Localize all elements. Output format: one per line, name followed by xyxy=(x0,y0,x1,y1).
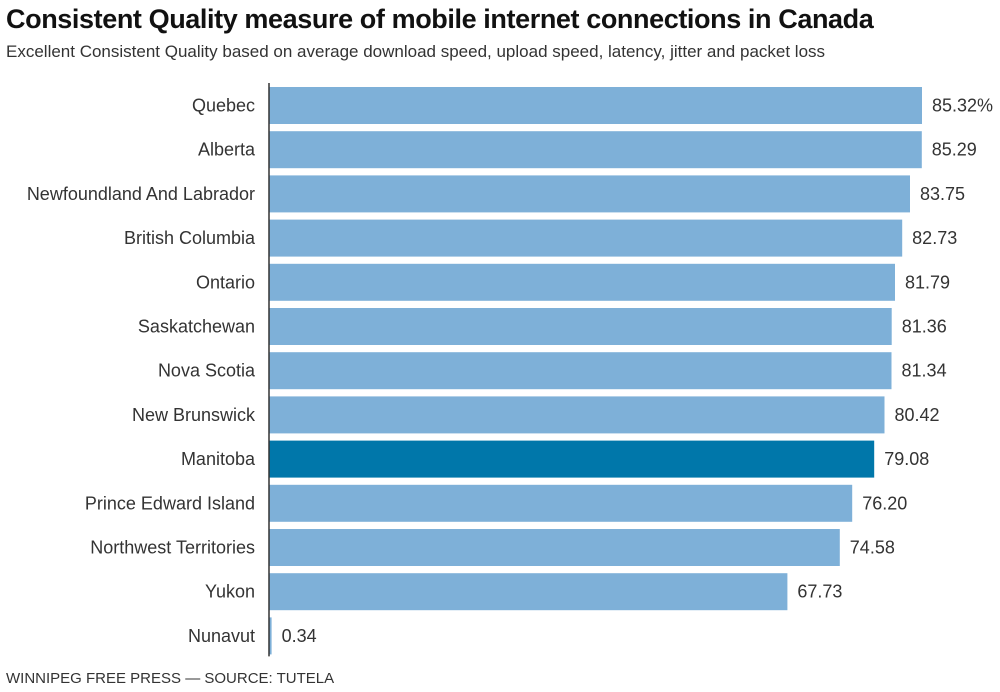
bar-saskatchewan xyxy=(269,308,892,345)
category-label: Nova Scotia xyxy=(158,361,256,381)
category-label: Quebec xyxy=(192,96,255,116)
value-label: 82.73 xyxy=(912,228,957,248)
value-label: 74.58 xyxy=(850,538,895,558)
category-label: British Columbia xyxy=(124,228,256,248)
bar-manitoba xyxy=(269,440,875,478)
bar-yukon xyxy=(269,573,788,611)
category-label: New Brunswick xyxy=(132,405,256,425)
category-label: Alberta xyxy=(198,140,256,160)
category-label: Prince Edward Island xyxy=(85,493,255,513)
category-label: Yukon xyxy=(205,582,255,602)
value-label: 81.79 xyxy=(905,272,950,292)
value-label: 80.42 xyxy=(894,405,939,425)
value-label: 85.29 xyxy=(932,140,977,160)
value-label: 81.34 xyxy=(902,361,947,381)
bar-quebec xyxy=(269,87,922,124)
value-label: 79.08 xyxy=(884,449,929,469)
category-label: Newfoundland And Labrador xyxy=(27,184,255,204)
category-label: Manitoba xyxy=(181,449,256,469)
category-label: Ontario xyxy=(196,272,255,292)
category-label: Nunavut xyxy=(188,626,255,646)
bar-newfoundland-and-labrador xyxy=(269,175,910,213)
bar-alberta xyxy=(269,131,922,169)
category-label: Northwest Territories xyxy=(90,538,255,558)
value-label: 0.34 xyxy=(282,626,317,646)
value-label: 81.36 xyxy=(902,317,947,337)
chart-title: Consistent Quality measure of mobile int… xyxy=(6,4,874,34)
bar-new-brunswick xyxy=(269,396,885,434)
bar-nunavut xyxy=(269,617,272,655)
value-label: 85.32% xyxy=(932,96,993,116)
bar-prince-edward-island xyxy=(269,484,853,522)
bar-british-columbia xyxy=(269,219,903,257)
category-label: Saskatchewan xyxy=(138,317,255,337)
chart-subtitle: Excellent Consistent Quality based on av… xyxy=(6,42,826,61)
value-label: 83.75 xyxy=(920,184,965,204)
value-label: 76.20 xyxy=(862,493,907,513)
bar-ontario xyxy=(269,263,895,301)
bars-group: Quebec 85.32% Alberta 85.29 Newfoundland And… xyxy=(27,87,993,655)
value-label: 67.73 xyxy=(797,582,842,602)
source-credit: WINNIPEG FREE PRESS — SOURCE: TUTELA xyxy=(6,670,335,687)
bar-northwest-territories xyxy=(269,529,840,566)
bar-nova-scotia xyxy=(269,352,892,390)
